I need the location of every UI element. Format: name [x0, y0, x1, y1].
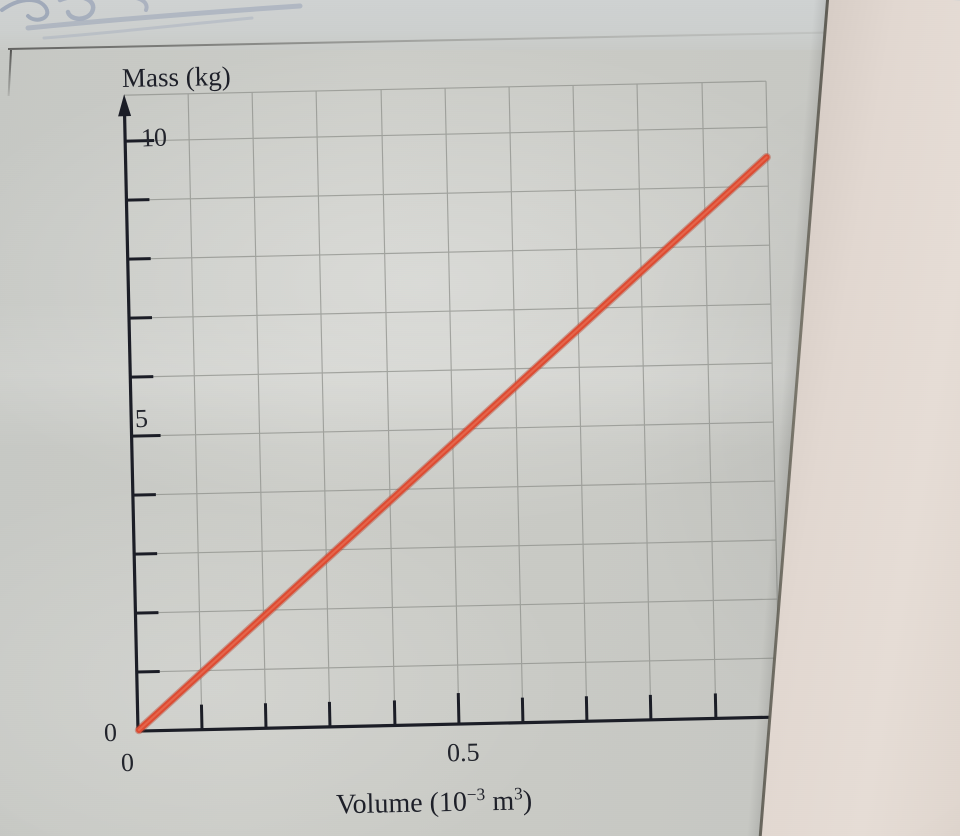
y-tick-label-5: 5	[134, 403, 149, 434]
x-tick-label-0: 0	[120, 747, 135, 778]
y-tick-label-10: 10	[140, 122, 168, 153]
x-axis-title-exponent-3: 3	[513, 784, 523, 804]
data-series-mass-vs-volume	[134, 152, 771, 735]
x-axis	[137, 686, 868, 733]
x-tick-label-1-0: 1.0	[800, 741, 834, 772]
x-axis-title: Volume (10−3 m3)	[336, 784, 533, 821]
chart-gridlines	[123, 80, 781, 732]
x-tick-label-0-5: 0.5	[446, 737, 480, 768]
y-axis-title: Mass (kg)	[121, 60, 232, 94]
x-axis-title-unit: m	[485, 785, 515, 818]
y-axis	[118, 94, 161, 732]
x-axis-title-mantissa: Volume (10	[335, 786, 468, 821]
x-axis-title-closing-paren: )	[522, 785, 533, 817]
x-axis-title-exponent-minus3: −3	[466, 784, 486, 805]
y-axis-ticks	[125, 139, 161, 674]
y-tick-label-0: 0	[103, 717, 118, 748]
